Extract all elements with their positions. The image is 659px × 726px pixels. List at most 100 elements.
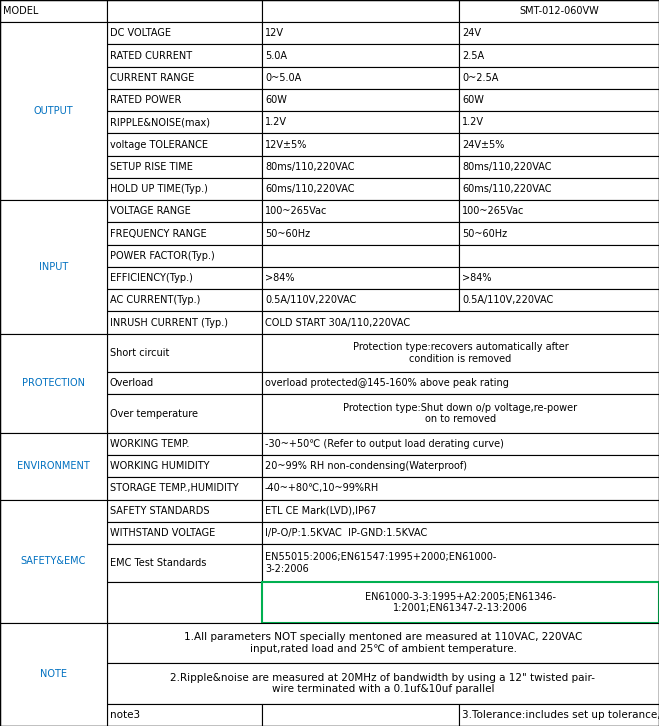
Bar [0,200,107,334]
Text: 1.2V: 1.2V [462,118,484,127]
Bar [262,582,659,623]
Bar [0,433,107,499]
Bar [107,372,262,394]
Text: -30~+50℃ (Refer to output load derating curve): -30~+50℃ (Refer to output load derating … [265,439,504,449]
Bar [459,0,659,23]
Text: 0~2.5A: 0~2.5A [462,73,498,83]
Bar [0,334,107,433]
Text: Over temperature: Over temperature [110,409,198,419]
Text: NOTE: NOTE [40,669,67,680]
Bar [262,311,659,334]
Bar [107,311,262,334]
Text: INPUT: INPUT [39,262,68,272]
Text: I/P-O/P:1.5KVAC  IP-GND:1.5KVAC: I/P-O/P:1.5KVAC IP-GND:1.5KVAC [265,528,427,538]
Text: RIPPLE&NOISE(max): RIPPLE&NOISE(max) [110,118,210,127]
Bar [262,522,659,544]
Bar [262,67,459,89]
Bar [262,134,459,155]
Text: ENVIRONMENT: ENVIRONMENT [17,461,90,471]
Bar [459,111,659,134]
Text: PROTECTION: PROTECTION [22,378,85,388]
Text: WORKING TEMP.: WORKING TEMP. [110,439,189,449]
Text: SAFETY&EMC: SAFETY&EMC [21,556,86,566]
Bar [262,23,459,44]
Bar [107,0,262,23]
Bar [107,289,262,311]
Text: >84%: >84% [462,273,492,283]
Text: EMC Test Standards: EMC Test Standards [110,558,206,568]
Bar [0,499,107,623]
Text: overload protected@145-160% above peak rating: overload protected@145-160% above peak r… [265,378,509,388]
Text: 3.Tolerance:includes set up tolerance,line regulation and load regulation.: 3.Tolerance:includes set up tolerance,li… [462,710,659,720]
Text: 60W: 60W [462,95,484,105]
Text: ETL CE Mark(LVD),IP67: ETL CE Mark(LVD),IP67 [265,505,376,515]
Text: 0.5A/110V,220VAC: 0.5A/110V,220VAC [462,295,554,306]
Bar [0,0,107,23]
Text: RATED POWER: RATED POWER [110,95,181,105]
Text: COLD START 30A/110,220VAC: COLD START 30A/110,220VAC [265,317,410,327]
Bar [107,394,262,433]
Bar [262,111,459,134]
Bar [262,455,659,477]
Bar [262,334,659,372]
Bar [107,522,262,544]
Text: DC VOLTAGE: DC VOLTAGE [110,28,171,38]
Bar [107,703,262,726]
Bar [459,703,659,726]
Bar [0,623,107,726]
Bar [107,67,262,89]
Bar [107,582,262,623]
Bar [262,544,659,582]
Bar [107,178,262,200]
Bar [107,544,262,582]
Bar [262,289,459,311]
Bar [107,334,262,372]
Bar [107,200,262,222]
Bar [107,89,262,111]
Bar [459,23,659,44]
Text: RATED CURRENT: RATED CURRENT [110,51,192,60]
Text: EN55015:2006;EN61547:1995+2000;EN61000-
3-2:2006: EN55015:2006;EN61547:1995+2000;EN61000- … [265,552,496,574]
Bar [262,433,659,455]
Bar [459,222,659,245]
Text: 12V±5%: 12V±5% [265,139,307,150]
Bar [459,89,659,111]
Bar [107,222,262,245]
Text: SETUP RISE TIME: SETUP RISE TIME [110,162,193,172]
Text: 60ms/110,220VAC: 60ms/110,220VAC [265,184,355,194]
Text: >84%: >84% [265,273,295,283]
Text: 100~265Vac: 100~265Vac [462,206,525,216]
Bar [107,433,262,455]
Bar [262,499,659,522]
Bar [262,89,459,111]
Text: -40~+80℃,10~99%RH: -40~+80℃,10~99%RH [265,484,379,494]
Bar [262,200,459,222]
Bar [262,703,459,726]
Bar [262,477,659,499]
Bar [262,0,459,23]
Text: 100~265Vac: 100~265Vac [265,206,328,216]
Bar [262,245,459,267]
Bar [459,178,659,200]
Bar [107,267,262,289]
Text: FREQUENCY RANGE: FREQUENCY RANGE [110,229,207,239]
Text: STORAGE TEMP.,HUMIDITY: STORAGE TEMP.,HUMIDITY [110,484,239,494]
Text: WORKING HUMIDITY: WORKING HUMIDITY [110,461,210,471]
Text: 50~60Hz: 50~60Hz [462,229,507,239]
Bar [459,134,659,155]
Bar [107,664,659,703]
Text: INRUSH CURRENT (Typ.): INRUSH CURRENT (Typ.) [110,317,228,327]
Bar [262,372,659,394]
Text: EN61000-3-3:1995+A2:2005;EN61346-
1:2001;EN61347-2-13:2006: EN61000-3-3:1995+A2:2005;EN61346- 1:2001… [365,592,556,613]
Text: AC CURRENT(Typ.): AC CURRENT(Typ.) [110,295,200,306]
Text: note3: note3 [110,710,140,720]
Bar [0,23,107,200]
Text: Protection type:recovers automatically after
condition is removed: Protection type:recovers automatically a… [353,342,568,364]
Text: 5.0A: 5.0A [265,51,287,60]
Bar [107,499,262,522]
Bar [459,200,659,222]
Text: voltage TOLERANCE: voltage TOLERANCE [110,139,208,150]
Text: 1.All parameters NOT specially mentoned are measured at 110VAC, 220VAC
input,rat: 1.All parameters NOT specially mentoned … [184,632,582,654]
Bar [107,134,262,155]
Bar [262,267,459,289]
